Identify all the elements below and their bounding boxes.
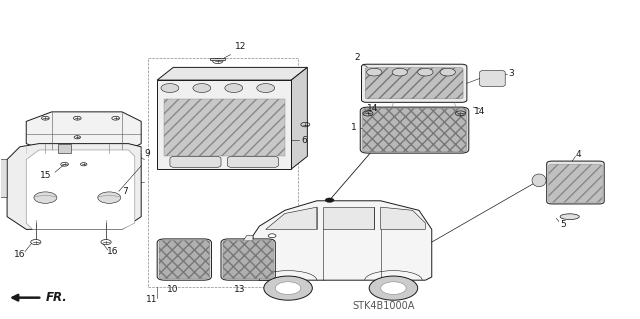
Polygon shape bbox=[26, 112, 141, 153]
Bar bbox=[157, 80, 291, 169]
Circle shape bbox=[161, 84, 179, 93]
Ellipse shape bbox=[532, 174, 546, 187]
Text: 9: 9 bbox=[145, 149, 150, 158]
Text: 16: 16 bbox=[107, 247, 118, 256]
FancyBboxPatch shape bbox=[159, 241, 209, 278]
Circle shape bbox=[264, 276, 312, 300]
Polygon shape bbox=[58, 144, 71, 153]
Circle shape bbox=[34, 192, 57, 203]
Circle shape bbox=[418, 68, 433, 76]
Circle shape bbox=[275, 282, 301, 294]
Polygon shape bbox=[240, 236, 253, 277]
Circle shape bbox=[268, 234, 276, 238]
FancyBboxPatch shape bbox=[157, 239, 211, 280]
FancyBboxPatch shape bbox=[547, 161, 604, 204]
Circle shape bbox=[367, 68, 382, 76]
FancyBboxPatch shape bbox=[365, 68, 463, 99]
Polygon shape bbox=[7, 144, 141, 229]
Polygon shape bbox=[291, 67, 307, 169]
Text: 13: 13 bbox=[234, 285, 246, 294]
Polygon shape bbox=[157, 67, 307, 80]
FancyBboxPatch shape bbox=[170, 156, 221, 167]
Circle shape bbox=[98, 192, 121, 203]
Text: 3: 3 bbox=[509, 69, 515, 78]
FancyBboxPatch shape bbox=[479, 70, 505, 86]
Circle shape bbox=[381, 282, 406, 294]
Polygon shape bbox=[26, 150, 135, 229]
Circle shape bbox=[257, 84, 275, 93]
Bar bbox=[210, 57, 225, 60]
FancyBboxPatch shape bbox=[360, 107, 468, 153]
FancyBboxPatch shape bbox=[548, 164, 602, 202]
Ellipse shape bbox=[405, 116, 434, 123]
Text: 2: 2 bbox=[354, 53, 360, 62]
Ellipse shape bbox=[560, 214, 579, 219]
Text: 14: 14 bbox=[474, 108, 485, 116]
Polygon shape bbox=[253, 201, 432, 280]
Circle shape bbox=[440, 68, 456, 76]
Text: 10: 10 bbox=[168, 285, 179, 294]
Circle shape bbox=[225, 84, 243, 93]
Polygon shape bbox=[381, 207, 426, 229]
Circle shape bbox=[369, 276, 418, 300]
Text: FR.: FR. bbox=[45, 291, 67, 304]
Bar bbox=[164, 99, 285, 156]
Circle shape bbox=[193, 84, 211, 93]
Polygon shape bbox=[0, 160, 7, 197]
Text: 4: 4 bbox=[576, 150, 582, 159]
Text: 6: 6 bbox=[301, 136, 307, 145]
Text: 12: 12 bbox=[234, 42, 246, 51]
Text: 7: 7 bbox=[122, 187, 128, 196]
Polygon shape bbox=[266, 207, 317, 229]
Circle shape bbox=[325, 198, 334, 202]
Polygon shape bbox=[323, 207, 374, 229]
Text: 5: 5 bbox=[560, 220, 566, 229]
Text: 16: 16 bbox=[14, 250, 26, 259]
FancyBboxPatch shape bbox=[227, 156, 278, 167]
FancyBboxPatch shape bbox=[363, 108, 467, 152]
Text: 11: 11 bbox=[147, 295, 158, 304]
Text: 1: 1 bbox=[351, 123, 356, 132]
Bar bbox=[148, 58, 298, 286]
FancyBboxPatch shape bbox=[221, 239, 275, 280]
FancyBboxPatch shape bbox=[223, 241, 273, 278]
Text: 14: 14 bbox=[367, 104, 378, 113]
Text: STK4B1000A: STK4B1000A bbox=[353, 300, 415, 311]
Text: 15: 15 bbox=[40, 171, 51, 180]
Circle shape bbox=[392, 68, 408, 76]
FancyBboxPatch shape bbox=[362, 64, 467, 102]
